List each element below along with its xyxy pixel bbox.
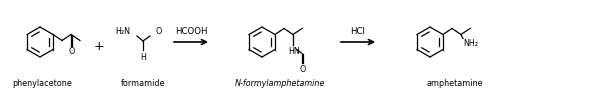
Text: amphetamine: amphetamine bbox=[427, 79, 483, 88]
Text: H₂N: H₂N bbox=[115, 27, 130, 36]
Text: O: O bbox=[299, 65, 305, 74]
Text: HCOOH: HCOOH bbox=[175, 27, 207, 36]
Text: HCl: HCl bbox=[350, 27, 365, 36]
Text: N-formylamphetamine: N-formylamphetamine bbox=[235, 79, 325, 88]
Text: +: + bbox=[94, 40, 104, 52]
Text: O: O bbox=[68, 48, 74, 57]
Text: H: H bbox=[140, 53, 146, 62]
Text: phenylacetone: phenylacetone bbox=[12, 79, 72, 88]
Text: formamide: formamide bbox=[121, 79, 165, 88]
Text: NH₂: NH₂ bbox=[463, 40, 478, 49]
Text: O: O bbox=[156, 27, 163, 36]
Text: HN: HN bbox=[288, 47, 300, 56]
